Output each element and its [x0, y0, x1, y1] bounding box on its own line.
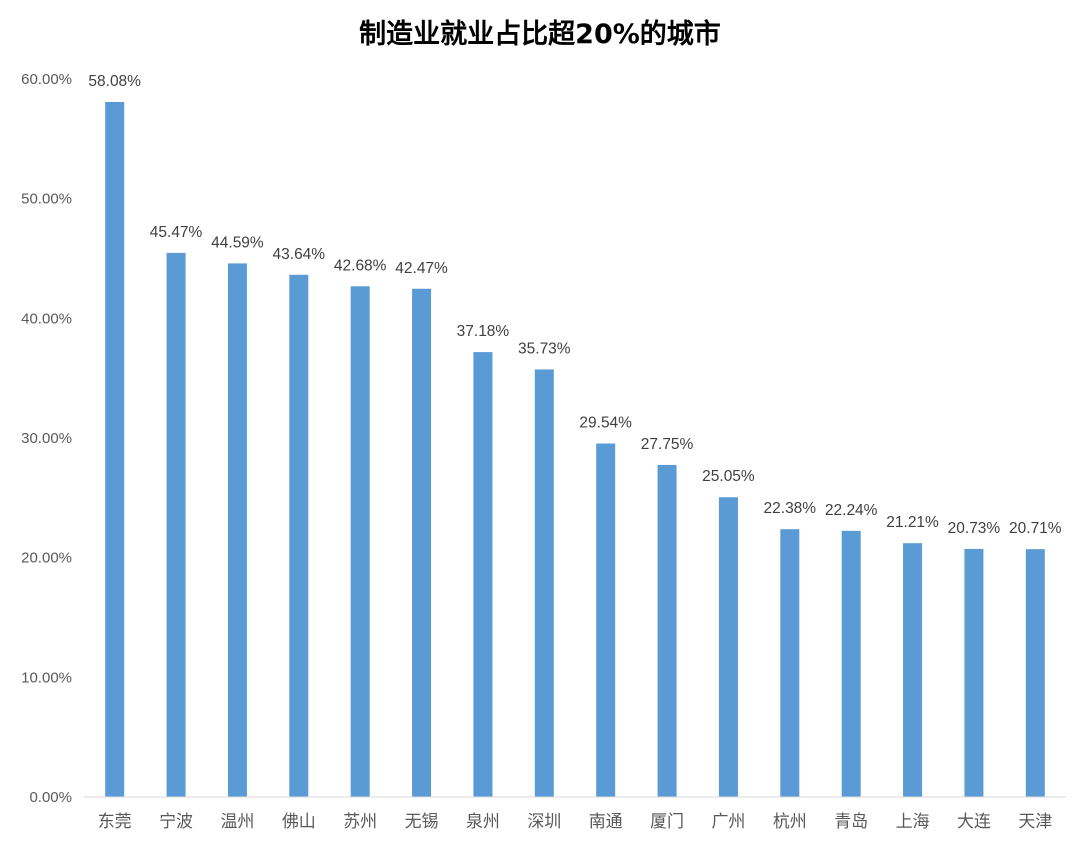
data-label: 42.68% — [334, 257, 387, 274]
bar — [289, 274, 309, 797]
x-axis: 东莞 宁波 温州 佛山 苏州 无锡 泉州 深圳 南通 厦门 广州 杭州 青岛 上海 大连 天津 — [84, 796, 1066, 832]
x-tick-label: 杭州 — [773, 812, 807, 832]
x-tick-label: 南通 — [589, 812, 623, 832]
bar — [473, 352, 493, 797]
x-tick-label: 佛山 — [282, 812, 316, 832]
data-label: 58.08% — [88, 73, 141, 90]
bar — [718, 497, 738, 797]
data-label: 27.75% — [641, 436, 694, 453]
data-label: 22.38% — [764, 500, 817, 517]
x-tick-label: 上海 — [896, 812, 930, 832]
bar — [105, 101, 125, 797]
bar — [903, 543, 923, 797]
data-label: 45.47% — [150, 224, 203, 241]
chart-title: 制造业就业占比超20%的城市 — [359, 19, 721, 50]
data-label: 21.21% — [886, 514, 939, 531]
x-tick-label: 青岛 — [834, 812, 868, 832]
bars-group — [105, 101, 1045, 797]
data-label: 37.18% — [457, 323, 510, 340]
data-label: 42.47% — [395, 260, 448, 277]
bar — [227, 263, 247, 797]
bar — [841, 530, 861, 797]
y-tick-label: 20.00% — [21, 550, 72, 567]
data-label: 20.73% — [948, 520, 1001, 537]
x-tick-label: 无锡 — [405, 812, 439, 832]
x-tick-label: 苏州 — [343, 812, 377, 832]
y-tick-label: 0.00% — [29, 789, 72, 806]
y-tick-label: 40.00% — [21, 310, 72, 327]
bar — [412, 288, 432, 797]
bar — [534, 369, 554, 797]
y-tick-label: 50.00% — [21, 191, 72, 208]
x-tick-label: 厦门 — [650, 812, 684, 832]
x-tick-label: 大连 — [957, 812, 991, 832]
bar — [350, 286, 370, 797]
bar — [657, 464, 677, 797]
y-tick-label: 10.00% — [21, 669, 72, 686]
x-tick-label: 深圳 — [527, 812, 561, 832]
x-tick-label: 广州 — [711, 812, 745, 832]
x-tick-label: 东莞 — [98, 812, 132, 832]
data-label: 20.71% — [1009, 520, 1062, 537]
y-tick-label: 30.00% — [21, 430, 72, 447]
data-label: 22.24% — [825, 502, 878, 519]
bar — [166, 252, 186, 797]
x-tick-label: 天津 — [1018, 812, 1052, 832]
data-label: 35.73% — [518, 340, 571, 357]
data-labels-group: 58.08% 45.47% 44.59% 43.64% 42.68% 42.47% 37.1… — [88, 73, 1061, 537]
bar — [596, 443, 616, 797]
y-tick-label: 60.00% — [21, 71, 72, 88]
bar — [1025, 549, 1045, 797]
x-tick-label: 泉州 — [466, 812, 500, 832]
bar — [964, 548, 984, 797]
data-label: 29.54% — [579, 415, 632, 432]
data-label: 44.59% — [211, 234, 264, 251]
data-label: 43.64% — [273, 246, 326, 263]
bar — [780, 529, 800, 797]
y-axis: 0.00% 10.00% 20.00% 30.00% 40.00% 50.00% 60.00… — [21, 71, 72, 806]
x-tick-label: 宁波 — [159, 812, 193, 832]
x-tick-label: 温州 — [220, 812, 254, 832]
data-label: 25.05% — [702, 468, 755, 485]
